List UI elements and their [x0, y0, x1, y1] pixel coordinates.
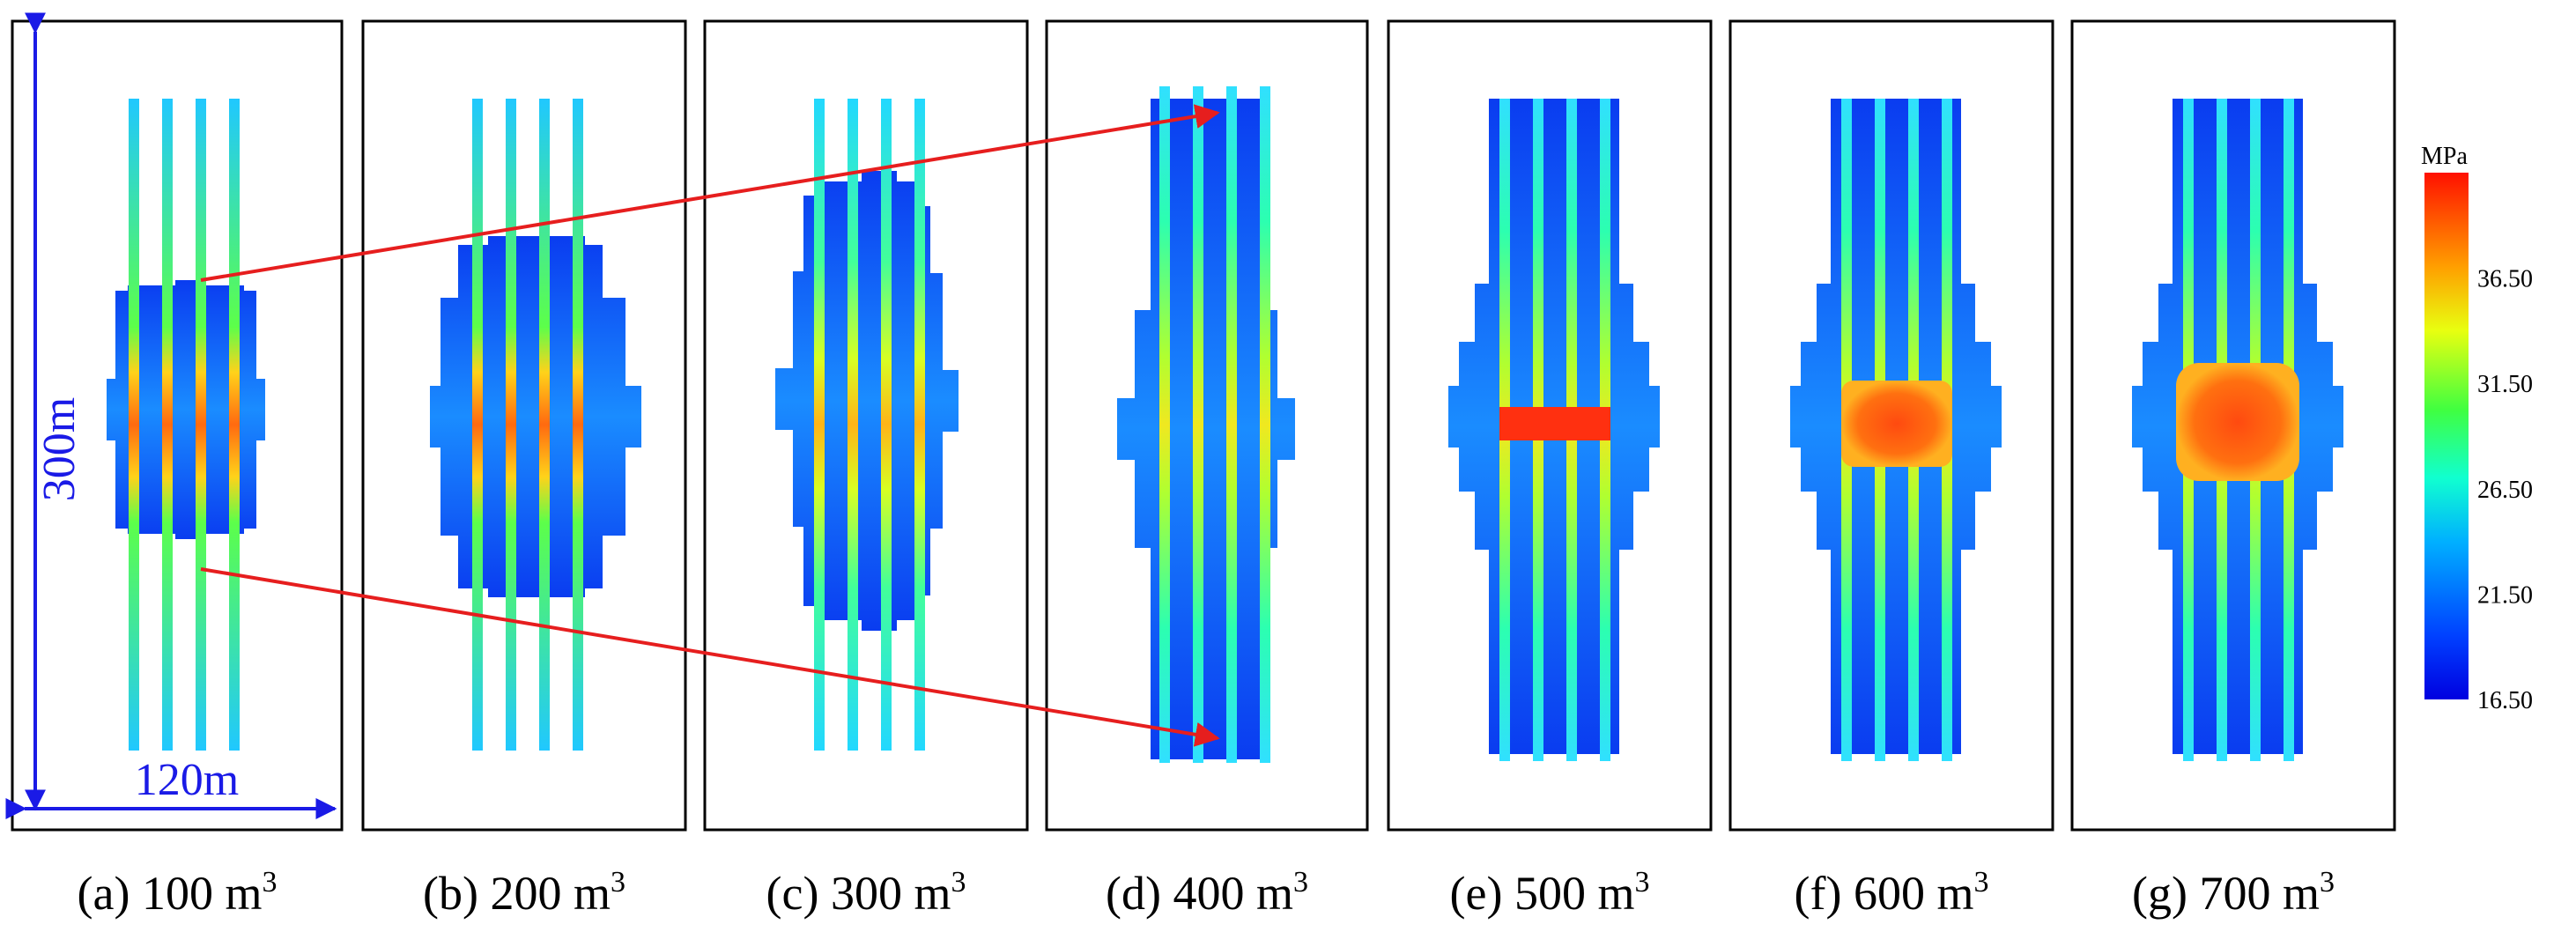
panel-caption: (f) 600 m3: [1795, 866, 1989, 920]
panel-caption: (a) 100 m3: [78, 866, 278, 920]
caption-superscript: 3: [1634, 866, 1649, 899]
width-dimension-label: 120m: [135, 755, 239, 805]
caption-superscript: 3: [1973, 866, 1988, 899]
panel-f-high-stress-core: [1841, 381, 1952, 467]
height-dimension-label: 300m: [34, 397, 85, 501]
growth-arrow-top: [200, 104, 1220, 282]
growth-arrow-bottom: [200, 567, 1220, 747]
panel-caption: (e) 500 m3: [1450, 866, 1650, 920]
panel-f: [1728, 19, 2054, 832]
panel-caption: (c) 300 m3: [766, 866, 966, 920]
caption-superscript: 3: [1293, 866, 1308, 899]
panel-a: 300m 120m: [5, 12, 344, 832]
colorbar-gradient: [2424, 173, 2469, 699]
panel-c-fractures: [814, 99, 925, 751]
colorbar-tick-label: 26.50: [2477, 477, 2533, 504]
panel-a-fractures: [129, 99, 240, 751]
colorbar: MPa 36.50 31.50 26.50 21.50 16.50: [2421, 143, 2533, 714]
panel-a-stimulated-zone: [107, 280, 265, 539]
panel-g-high-stress-core: [2176, 363, 2299, 481]
colorbar-tick-label: 31.50: [2477, 371, 2533, 398]
caption-superscript: 3: [611, 866, 625, 899]
colorbar-ticks: 36.50 31.50 26.50 21.50 16.50: [2477, 266, 2533, 714]
panel-caption: (d) 400 m3: [1106, 866, 1308, 920]
panel-captions: (a) 100 m3 (b) 200 m3 (c) 300 m3 (d) 400 m3…: [78, 866, 2335, 920]
panel-g: [2070, 19, 2396, 832]
panel-e-high-stress-core: [1499, 407, 1610, 440]
panel-b-fractures: [472, 99, 583, 751]
panel-d: [1045, 19, 1369, 832]
panel-e: [1387, 19, 1713, 832]
panel-d-fractures: [1159, 86, 1270, 763]
caption-superscript: 3: [2320, 866, 2335, 899]
panel-c: [703, 19, 1029, 832]
colorbar-unit: MPa: [2421, 143, 2468, 170]
colorbar-tick-label: 36.50: [2477, 266, 2533, 293]
panel-caption: (b) 200 m3: [423, 866, 625, 920]
caption-superscript: 3: [951, 866, 966, 899]
colorbar-tick-label: 16.50: [2477, 687, 2533, 714]
panel-b: [361, 19, 687, 832]
panel-caption: (g) 700 m3: [2132, 866, 2335, 920]
colorbar-tick-label: 21.50: [2477, 581, 2533, 609]
caption-superscript: 3: [262, 866, 277, 899]
